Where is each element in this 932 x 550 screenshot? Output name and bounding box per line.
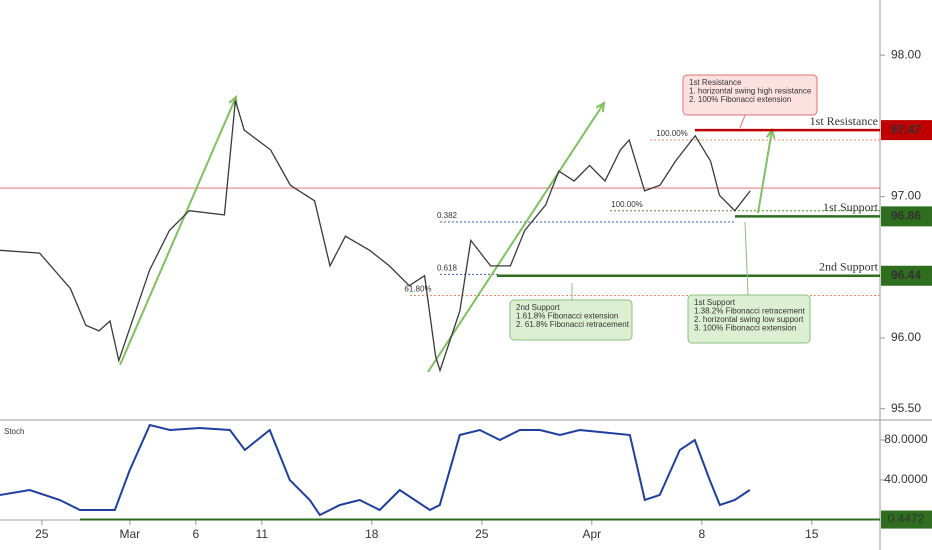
note-text: 2. 61.8% Fibonacci retracement xyxy=(516,320,630,329)
note-text: 1st Support xyxy=(694,298,736,307)
stoch-level-label: 0.4472 xyxy=(888,512,925,526)
trend-arrow xyxy=(757,129,773,214)
fib-label: 100.00% xyxy=(611,200,643,209)
level-name: 1st Resistance xyxy=(810,114,878,128)
x-tick-label: Apr xyxy=(582,527,601,541)
y-tick-label: 98.00 xyxy=(891,47,921,61)
stoch-line xyxy=(0,423,751,517)
note-text: 2. horizontal swing low support xyxy=(694,315,804,324)
x-tick-label: 8 xyxy=(698,527,705,541)
fib-label: 61.80% xyxy=(404,285,431,294)
note-box xyxy=(687,294,811,344)
x-tick-label: 18 xyxy=(365,527,379,541)
level-price: 97.47 xyxy=(891,122,921,136)
level-price-box xyxy=(881,265,932,286)
note-text: 3. 100% Fibonacci extension xyxy=(694,324,796,333)
fib-label: 100.00% xyxy=(656,129,688,138)
x-tick-label: 15 xyxy=(805,527,819,541)
note-text: 1.38.2% Fibonacci retracement xyxy=(694,307,806,316)
x-tick-label: 25 xyxy=(35,527,49,541)
note-text: 2nd Support xyxy=(516,303,560,312)
x-tick-label: Mar xyxy=(119,527,140,541)
note-text: 1.61.8% Fibonacci extension xyxy=(516,312,618,321)
level-name: 1st Support xyxy=(823,200,879,214)
level-price-box xyxy=(881,120,932,141)
note-text: 1. horizontal swing high resistance xyxy=(689,87,812,96)
x-tick-label: 11 xyxy=(256,527,269,541)
note-box xyxy=(509,299,633,341)
level-price: 96.44 xyxy=(891,268,921,282)
stoch-label: Stoch xyxy=(4,427,24,436)
note-text: 1st Resistance xyxy=(689,78,742,87)
fib-label: 0.382 xyxy=(437,211,458,220)
y-tick-label: 97.00 xyxy=(891,189,921,203)
note-connector xyxy=(739,114,746,129)
note-box xyxy=(682,74,818,116)
level-price: 96.86 xyxy=(891,209,921,223)
y-tick-label: 96.00 xyxy=(891,330,921,344)
trend-arrow xyxy=(119,96,237,366)
note-connector xyxy=(744,221,749,296)
fib-label: 0.618 xyxy=(437,263,458,272)
level-price-box xyxy=(881,206,932,227)
note-text: 2. 100% Fibonacci extension xyxy=(689,95,791,104)
stoch-level-box xyxy=(881,510,932,529)
x-tick-label: 6 xyxy=(192,527,199,541)
y-tick-label: 40.0000 xyxy=(884,472,928,486)
x-tick-label: 25 xyxy=(475,527,489,541)
price-line-series xyxy=(0,100,751,373)
y-tick-label: 95.50 xyxy=(891,401,921,415)
trend-arrow xyxy=(427,102,605,373)
level-name: 2nd Support xyxy=(819,260,879,274)
arrow-head xyxy=(595,101,606,113)
y-tick-label: 80.0000 xyxy=(884,432,928,446)
